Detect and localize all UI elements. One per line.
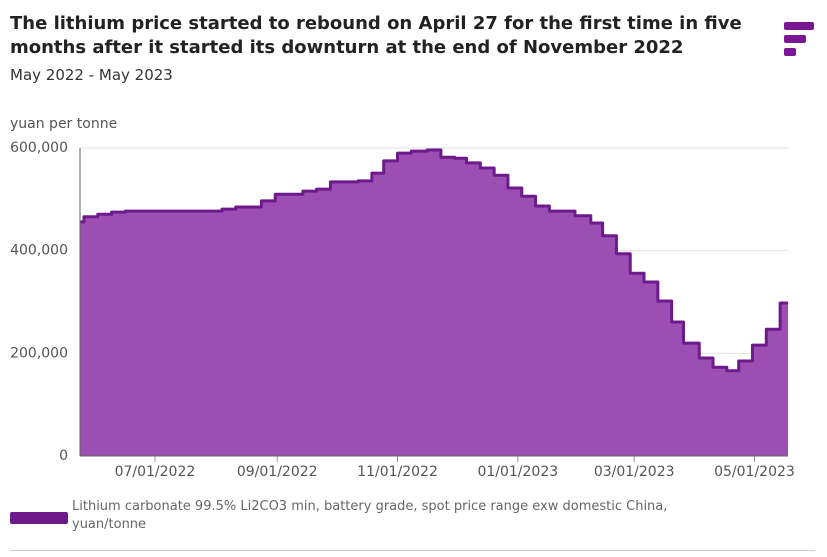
logo-bar (784, 35, 806, 43)
logo-bar (784, 22, 814, 30)
x-tick-label: 09/01/2022 (237, 464, 318, 480)
line (80, 148, 788, 373)
x-tick-label: 05/01/2023 (714, 464, 795, 480)
logo-bar (784, 48, 796, 56)
y-axis-label: yuan per tonne (10, 116, 118, 132)
chart-title: The lithium price started to rebound on … (10, 13, 742, 58)
area (80, 150, 788, 456)
x-tick-label: 03/01/2023 (594, 464, 675, 480)
legend-swatch (10, 512, 68, 524)
y-tick-label: 400,000 (10, 243, 68, 259)
x-tick-label: 07/01/2022 (115, 464, 196, 480)
legend-label: Lithium carbonate 99.5% Li2CO3 min, batt… (72, 499, 668, 532)
x-tick-label: 11/01/2022 (357, 464, 438, 480)
chart-subtitle: May 2022 - May 2023 (10, 66, 173, 84)
separator (10, 550, 815, 551)
x-tick-label: 01/01/2023 (477, 464, 558, 480)
y-tick-label: 600,000 (10, 140, 68, 156)
y-tick-label: 0 (59, 448, 68, 464)
y-tick-label: 200,000 (10, 345, 68, 361)
